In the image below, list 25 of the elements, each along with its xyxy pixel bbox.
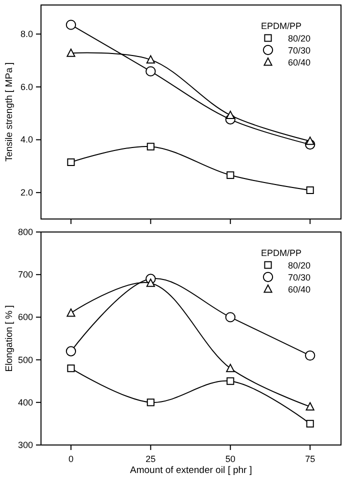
legend-label: 70/30 xyxy=(288,272,311,282)
y-tick-label: 6.0 xyxy=(20,82,33,92)
legend-label: 80/20 xyxy=(288,34,311,44)
y-tick-label: 800 xyxy=(18,227,33,237)
x-tick-label: 0 xyxy=(68,454,74,464)
y-tick-label: 600 xyxy=(18,312,33,322)
y-tick-label: 2.0 xyxy=(20,188,33,198)
y-tick-label: 8.0 xyxy=(20,29,33,40)
x-tick-label: 25 xyxy=(146,454,156,464)
legend-title: EPDM/PP xyxy=(261,21,302,31)
y-axis-title: Elongation [ % ] xyxy=(4,305,15,372)
legend-title: EPDM/PP xyxy=(261,248,302,258)
legend-label: 70/30 xyxy=(288,46,311,56)
y-axis-title: Tensile strength [ MPa ] xyxy=(4,62,15,162)
y-tick-label: 4.0 xyxy=(20,134,33,145)
x-tick-label: 50 xyxy=(225,454,236,464)
y-tick-label: 300 xyxy=(18,440,33,450)
legend-label: 80/20 xyxy=(288,260,311,270)
legend-label: 60/40 xyxy=(288,58,311,68)
legend-label: 60/40 xyxy=(288,284,311,294)
x-tick-label: 75 xyxy=(305,454,316,464)
y-tick-label: 400 xyxy=(18,397,33,408)
y-tick-label: 700 xyxy=(18,270,33,280)
y-tick-label: 500 xyxy=(18,354,33,365)
x-axis-title: Amount of extender oil [ phr ] xyxy=(130,465,252,476)
